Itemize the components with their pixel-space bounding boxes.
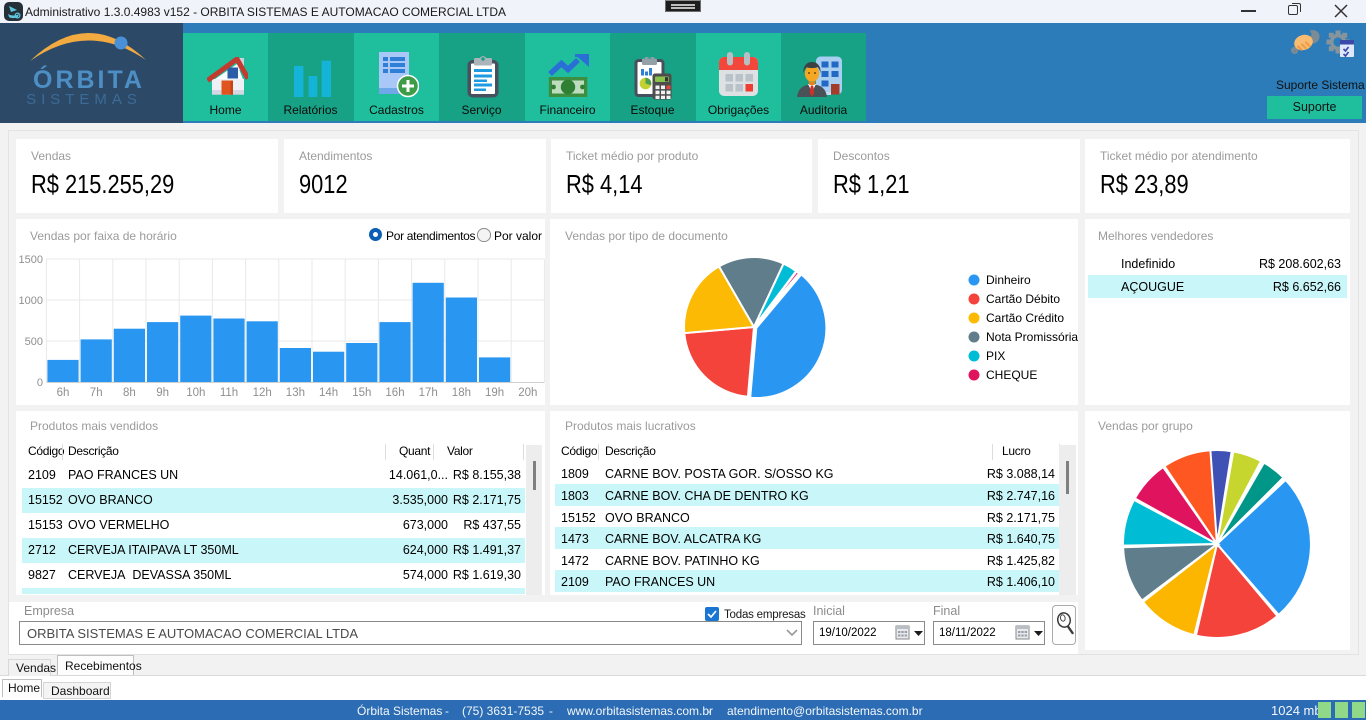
svg-text:18h: 18h <box>452 387 471 399</box>
svg-text:Nota Promissória: Nota Promissória <box>986 330 1078 344</box>
svg-text:9h: 9h <box>156 387 169 399</box>
svg-text:PIX: PIX <box>986 349 1005 363</box>
svg-text:0: 0 <box>37 377 43 389</box>
svg-text:Cartão Débito: Cartão Débito <box>986 292 1060 306</box>
svg-text:13h: 13h <box>286 387 305 399</box>
svg-text:19h: 19h <box>485 387 504 399</box>
svg-text:20h: 20h <box>518 387 537 399</box>
svg-text:14h: 14h <box>319 387 338 399</box>
svg-text:10h: 10h <box>186 387 205 399</box>
svg-text:16h: 16h <box>385 387 404 399</box>
svg-text:ÓRBITA: ÓRBITA <box>33 64 145 94</box>
svg-text:Cartão Crédito: Cartão Crédito <box>986 311 1064 325</box>
svg-text:7h: 7h <box>90 387 103 399</box>
svg-text:1000: 1000 <box>19 295 43 307</box>
svg-text:6h: 6h <box>57 387 70 399</box>
svg-text:11h: 11h <box>220 387 238 399</box>
svg-text:SISTEMAS: SISTEMAS <box>26 91 142 108</box>
svg-text:12h: 12h <box>253 387 272 399</box>
svg-text:Dinheiro: Dinheiro <box>986 273 1031 287</box>
svg-text:17h: 17h <box>419 387 438 399</box>
svg-text:15h: 15h <box>352 387 371 399</box>
svg-text:500: 500 <box>25 336 43 348</box>
svg-text:1500: 1500 <box>19 254 43 266</box>
svg-text:8h: 8h <box>123 387 136 399</box>
svg-text:CHEQUE: CHEQUE <box>986 368 1037 382</box>
